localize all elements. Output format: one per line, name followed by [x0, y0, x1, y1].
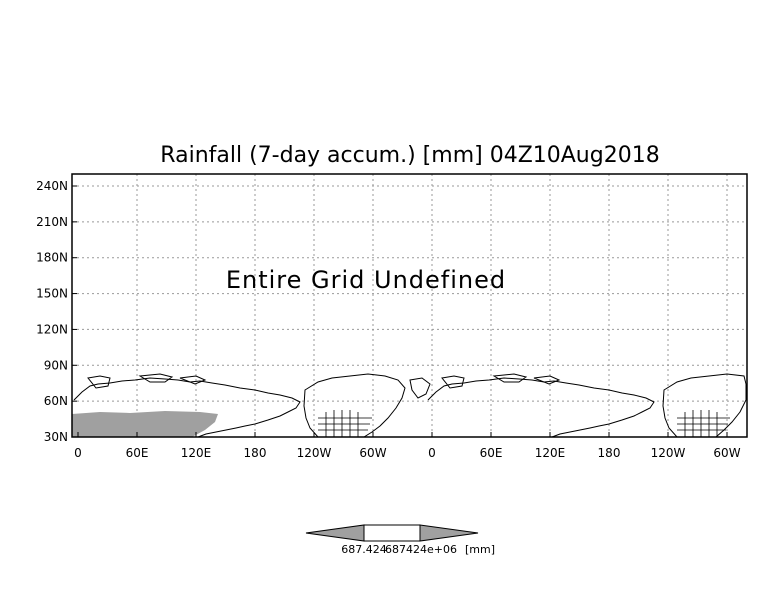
colorbar-box [363, 524, 421, 542]
north-america-outline-1 [303, 373, 406, 438]
colorbar: 687.424 687424e+06 [mm] [305, 524, 495, 556]
undefined-grid-message: Entire Grid Undefined [226, 266, 506, 294]
y-tick-label: 210N [36, 215, 68, 229]
x-tick-label: 60W [359, 446, 386, 460]
x-tick-label: 60E [126, 446, 149, 460]
x-tick-label: 0 [428, 446, 436, 460]
x-tick-label: 60E [480, 446, 503, 460]
y-tick-label: 30N [44, 430, 68, 444]
y-tick-label: 150N [36, 287, 68, 301]
shaded-land-region [72, 411, 218, 437]
colorbar-right-arrow [419, 524, 479, 542]
eurasia-coast-2 [441, 373, 561, 389]
tick-marks [72, 185, 728, 438]
y-axis-labels: 240N 210N 180N 150N 120N 90N 60N 30N [36, 179, 68, 444]
x-tick-label: 180 [598, 446, 621, 460]
eurasia-outline-1 [73, 377, 301, 438]
y-tick-label: 180N [36, 251, 68, 265]
x-tick-label: 60W [713, 446, 740, 460]
y-tick-label: 120N [36, 322, 68, 336]
x-tick-label: 120W [651, 446, 686, 460]
greenland-outline-1 [409, 377, 431, 399]
x-tick-label: 120E [181, 446, 212, 460]
x-tick-label: 0 [74, 446, 82, 460]
plot-frame [71, 173, 748, 438]
x-tick-label: 180 [244, 446, 267, 460]
land-masses [72, 373, 747, 438]
eurasia-outline-2 [427, 377, 655, 438]
x-axis-labels: 0 60E 120E 180 120W 60W 0 60E 120E 180 120W 60W [74, 446, 741, 460]
north-america-outline-2 [662, 373, 747, 438]
map-title: Rainfall (7-day accum.) [mm] 04Z10Aug201… [160, 143, 659, 168]
graticule [72, 174, 747, 437]
us-states-grid-2 [677, 410, 730, 437]
x-tick-label: 120E [535, 446, 566, 460]
colorbar-left-arrow [305, 524, 365, 542]
y-tick-label: 240N [36, 179, 68, 193]
y-tick-label: 90N [44, 358, 68, 372]
us-states-grid-1 [318, 410, 372, 437]
x-tick-label: 120W [297, 446, 332, 460]
colorbar-min-label: 687.424 [341, 543, 387, 556]
colorbar-unit-label: [mm] [465, 543, 495, 556]
eurasia-coast-1 [87, 373, 207, 389]
y-tick-label: 60N [44, 394, 68, 408]
colorbar-max-label: 687424e+06 [385, 543, 457, 556]
